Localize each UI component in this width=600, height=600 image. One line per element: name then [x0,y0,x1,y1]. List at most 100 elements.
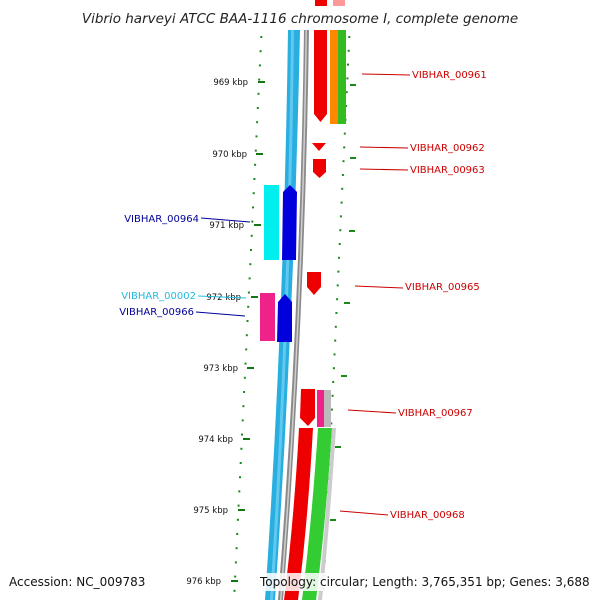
leader-00965 [354,285,404,289]
gene-vibhar-00966[interactable] [277,294,292,342]
gene-vibhar-00967-pink [317,390,324,427]
gene-vibhar-00967[interactable] [300,389,315,426]
leader-00966 [195,311,246,317]
tick-label-974: 974 kbp [198,435,233,445]
gc-dot [258,78,261,81]
gene-vibhar-00968-green [302,428,332,600]
gc-dot [252,206,254,209]
leader-00963 [359,168,409,171]
gc-dot [345,91,348,94]
gene-label-vibhar-00963[interactable]: VIBHAR_00963 [410,165,485,176]
tick-label-973: 973 kbp [203,364,238,374]
gc-dot [332,367,335,370]
gc-dot [239,476,241,479]
gc-dot [235,547,238,550]
gc-dot [244,362,247,365]
gc-dot [332,381,335,383]
gc-dash [330,519,336,521]
gc-dot [331,394,334,397]
gc-dot [248,277,251,280]
gene-bottom-grey [318,428,336,600]
gene-vibhar-00962[interactable] [312,143,326,151]
gc-dot [242,405,245,408]
gc-dot [257,92,260,95]
gene-top-pink [333,0,345,6]
tick-label-975: 975 kbp [193,506,228,516]
gc-dot [339,215,342,218]
gc-dot [340,201,343,204]
gc-dot [334,325,337,328]
gene-vibhar-00965[interactable] [307,272,321,295]
leader-00002 [197,295,247,299]
gc-dot [342,160,345,163]
gene-label-vibhar-00968[interactable]: VIBHAR_00968 [390,510,465,521]
leader-00967 [347,409,397,414]
tick-label-969: 969 kbp [213,78,248,88]
gene-label-vibhar-00965[interactable]: VIBHAR_00965 [405,282,480,293]
label-leaders [195,73,411,516]
gc-dot [346,77,349,80]
gc-dot [343,132,346,135]
gc-dot [338,256,340,259]
gc-dot [243,391,246,393]
gc-dot [345,105,348,107]
leader-00968 [339,510,389,516]
gc-dot [236,518,239,521]
gene-vibhar-00002[interactable] [260,293,275,341]
gene-label-vibhar-00966[interactable]: VIBHAR_00966 [119,307,194,318]
gc-dot [330,422,333,425]
gc-dash [335,446,341,448]
gc-dot [341,174,344,176]
gc-dot [260,36,263,38]
gene-features [260,0,346,600]
gc-dot [234,561,237,564]
tick-label-971: 971 kbp [209,221,244,231]
gc-dash [350,157,356,159]
gc-dash [349,230,355,232]
gc-dot [254,163,257,166]
gc-dot [255,135,258,138]
gc-dot [247,291,250,294]
gc-dot [250,249,252,251]
gc-dot [239,462,242,464]
gc-dot [256,107,259,109]
gc-dash [350,84,356,86]
gc-dot [250,234,253,237]
gc-dot [245,334,248,337]
gene-label-vibhar-00964[interactable]: VIBHAR_00964 [124,214,199,225]
gc-dot [258,64,261,67]
backbone-outer-highlight [270,30,294,600]
gene-label-vibhar-00962[interactable]: VIBHAR_00962 [410,143,485,154]
gene-label-vibhar-00002[interactable]: VIBHAR_00002 [121,291,196,302]
gc-dot [249,263,252,266]
gc-dot [341,187,344,190]
gene-vibhar-00963[interactable] [313,159,326,178]
gene-vibhar-00961[interactable] [314,30,327,122]
gc-dot [334,339,337,342]
tick-label-976: 976 kbp [186,577,221,587]
accession-text: Accession: NC_009783 [9,575,145,589]
gc-dot [254,149,257,152]
topology-backdrop [258,573,594,591]
leader-00961 [361,73,411,76]
gene-label-vibhar-00967[interactable]: VIBHAR_00967 [398,408,473,419]
gc-dot [330,408,333,411]
gc-dot [339,229,342,232]
gene-label-vibhar-00961[interactable]: VIBHAR_00961 [412,70,487,81]
gc-dot [348,36,351,38]
gene-vibhar-00964[interactable] [282,185,297,260]
backbone-inner [278,30,309,600]
gc-dot [238,490,241,493]
gene-vibhar-00968[interactable] [284,428,313,600]
gc-dot [245,348,248,351]
gc-dot [256,121,259,124]
gene-vibhar-00967-grey [324,390,331,427]
gc-dot [338,243,341,245]
gene-vibhar-00964-cyan [264,185,279,260]
gc-dot [237,504,240,507]
gc-dot [246,320,249,322]
gc-dot [236,533,239,535]
gc-dot [233,589,236,592]
gene-vibhar-00961-orange [330,30,338,124]
gc-dot [253,178,256,180]
